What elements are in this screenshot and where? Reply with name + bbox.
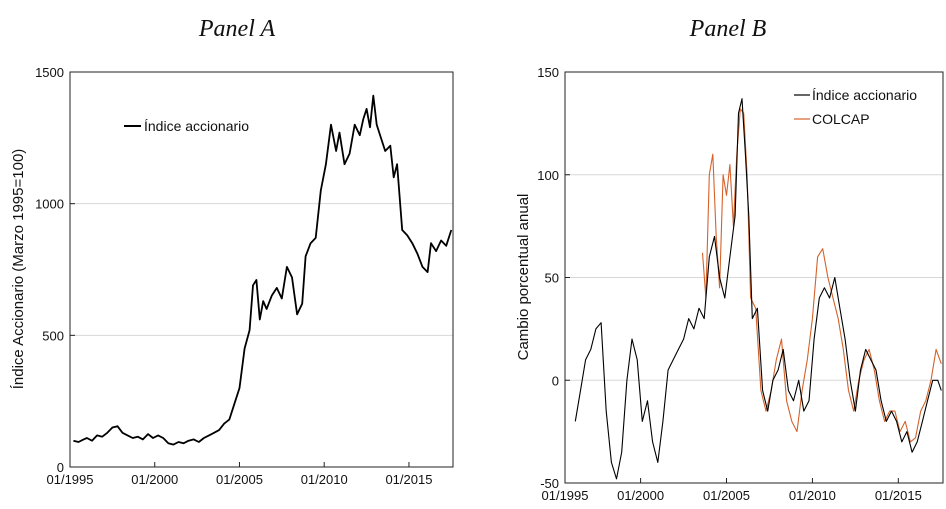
panel-b-series-lines [574,98,942,480]
panel-b-x-tick-label: 01/2005 [703,488,750,503]
panel-b-y-tick-label: 0 [552,373,559,388]
panel-b-legend: Índice accionario COLCAP [794,87,917,127]
panel-a-legend-label-indice: Índice accionario [144,118,249,134]
panel-a-plot-frame [69,71,454,468]
panel-a-y-tick-label: 1500 [35,65,64,80]
panel-b-series-ndice-accionario [574,98,942,480]
panel-b-gridlines [565,174,943,381]
panel-b-y-tick-label: 100 [537,168,559,183]
panel-a-y-tick-label: 0 [57,460,64,475]
panel-a-y-tick-label: 500 [42,328,64,343]
panel-a: Panel A 0 500 1000 1500 01/1995 01/2000 01/200… [10,16,454,487]
panel-b-x-tick-label: 01/2010 [789,488,836,503]
panel-a-x-tick-label: 01/2000 [131,472,178,487]
panel-a-series-ndice-accionario [73,94,453,446]
panel-a-ticks: 0 500 1000 1500 01/1995 01/2000 01/2005 01/2010… [35,65,432,487]
panel-b-title: Panel B [689,16,767,42]
panel-a-title: Panel A [198,16,276,42]
panel-b-legend-label-indice: Índice accionario [812,87,917,103]
panel-b-y-tick-label: -50 [540,476,559,491]
panel-a-gridlines [70,203,453,336]
panel-b: Panel B -50 0 50 100 150 01/1995 01/2000 01/200… [515,16,944,503]
panel-a-x-tick-label: 01/1995 [47,472,94,487]
panel-b-y-tick-label: 150 [537,65,559,80]
panel-b-y-axis-label: Cambio porcentual anual [515,194,532,361]
panel-a-x-tick-label: 01/2005 [216,472,263,487]
panel-b-series-colcap [701,108,942,443]
panel-a-legend: Índice accionario [124,118,249,134]
panel-b-ticks: -50 0 50 100 150 01/1995 01/2000 01/2005 01/2010… [537,65,922,503]
panel-a-y-axis-label: Índice Accionario (Marzo 1995=100) [10,149,27,390]
panel-b-x-tick-label: 01/1995 [542,488,589,503]
panel-a-x-tick-label: 01/2015 [385,472,432,487]
panel-b-x-tick-label: 01/2015 [875,488,922,503]
panel-b-y-tick-label: 50 [545,271,559,286]
panel-a-series-lines [73,94,453,446]
panel-a-y-tick-label: 1000 [35,197,64,212]
panel-a-x-tick-label: 01/2010 [301,472,348,487]
panel-b-legend-label-colcap: COLCAP [812,111,870,127]
panel-b-x-tick-label: 01/2000 [617,488,664,503]
